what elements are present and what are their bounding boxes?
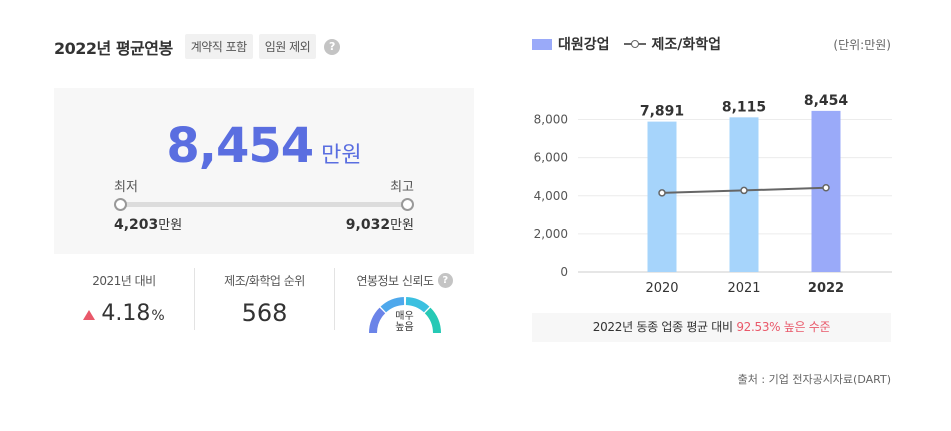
min-salary-unit: 만원 — [158, 218, 183, 233]
tag-contract-included: 계약직 포함 — [184, 34, 253, 59]
reliability-label: 연봉정보 신뢰도 — [356, 274, 434, 288]
gauge-arc-icon — [368, 297, 441, 334]
x-tick-label-2022: 2022 — [808, 281, 844, 296]
yoy-stat: 2021년 대비 4.18% — [54, 268, 194, 330]
comparison-note: 2022년 동종 업종 평균 대비 92.53% 높은 수준 — [532, 313, 891, 342]
bar-2021 — [729, 117, 759, 272]
max-label: 최고 — [390, 180, 414, 195]
industry-point-2021 — [740, 186, 748, 195]
reliability-help-icon[interactable]: ? — [437, 273, 453, 288]
stats-row: 2021년 대비 4.18% 제조/화학업 순위 568 연봉정보 신뢰도 ? … — [54, 268, 474, 334]
min-label: 최저 — [114, 180, 138, 195]
help-icon[interactable]: ? — [324, 38, 341, 55]
average-salary-unit: 만원 — [321, 143, 362, 168]
page-title: 2022년 평균연봉 — [54, 38, 173, 58]
yoy-value-row: 4.18% — [54, 301, 194, 326]
y-tick-label-0: 0 — [560, 265, 568, 279]
yoy-unit: % — [151, 308, 165, 324]
salary-chart: 0 2,000 4,000 6,000 8,000 7,891 2020 8,115 2021 8… — [534, 93, 892, 296]
source-note: 출처 : 기업 전자공시자료(DART) — [737, 373, 891, 386]
y-tick-label-2: 4,000 — [534, 189, 568, 203]
x-tick-label-2021: 2021 — [727, 281, 760, 296]
average-salary-value: 8,454 — [166, 118, 314, 174]
comparison-note-text: 2022년 동종 업종 평균 대비 — [592, 320, 737, 334]
tag-executives-excluded: 임원 제외 — [258, 34, 317, 59]
yoy-value: 4.18 — [101, 301, 151, 326]
legend-company: 대원강업 — [558, 37, 610, 53]
unit-note: (단위:만원) — [833, 38, 891, 52]
min-salary-value: 4,203 — [114, 217, 159, 233]
max-range-knob — [401, 198, 414, 211]
min-salary: 4,203만원 — [114, 214, 182, 233]
industry-point-2022 — [822, 184, 830, 192]
rank-stat: 제조/화학업 순위 568 — [194, 268, 334, 330]
min-range-knob — [114, 198, 127, 211]
rank-label: 제조/화학업 순위 — [224, 274, 305, 288]
title-row: 2022년 평균연봉 계약직 포함 임원 제외 ? — [54, 34, 341, 59]
chart-legend: 대원강업 제조/화학업 — [532, 34, 721, 54]
reliability-caption: 연봉정보 신뢰도 ? — [335, 272, 474, 289]
reliability-stat: 연봉정보 신뢰도 ? 매우 높음 — [334, 268, 474, 334]
bar-2020 — [647, 121, 677, 272]
up-triangle-icon — [83, 310, 96, 320]
y-tick-label-3: 6,000 — [534, 151, 568, 165]
industry-point-2020 — [658, 189, 666, 197]
yoy-label: 2021년 대비 — [92, 274, 156, 288]
legend-bar-swatch — [532, 38, 552, 50]
average-salary-panel: 8,454 만원 최저 최고 4,203만원 9,032만원 — [54, 88, 474, 254]
y-tick-label-1: 2,000 — [534, 227, 568, 241]
legend-line-swatch — [623, 38, 646, 50]
bar-label-2021: 8,115 — [722, 99, 766, 115]
reliability-level: 매우 높음 — [367, 311, 443, 333]
rank-value: 568 — [241, 299, 288, 327]
max-salary: 9,032만원 — [346, 214, 414, 233]
reliability-level-line1: 매우 — [395, 311, 414, 322]
bar-label-2020: 7,891 — [640, 104, 684, 120]
bar-label-2022: 8,454 — [804, 93, 849, 109]
max-salary-value: 9,032 — [345, 217, 391, 233]
comparison-highlight: 92.53% 높은 수준 — [736, 320, 831, 334]
y-tick-label-4: 8,000 — [534, 113, 568, 127]
average-salary: 8,454 만원 — [54, 118, 474, 174]
x-tick-label-2020: 2020 — [645, 281, 678, 296]
salary-range-track — [120, 202, 408, 207]
reliability-level-line2: 높음 — [395, 322, 414, 333]
reliability-gauge: 매우 높음 — [367, 295, 443, 335]
legend-industry: 제조/화학업 — [651, 37, 722, 53]
max-salary-unit: 만원 — [390, 218, 414, 233]
